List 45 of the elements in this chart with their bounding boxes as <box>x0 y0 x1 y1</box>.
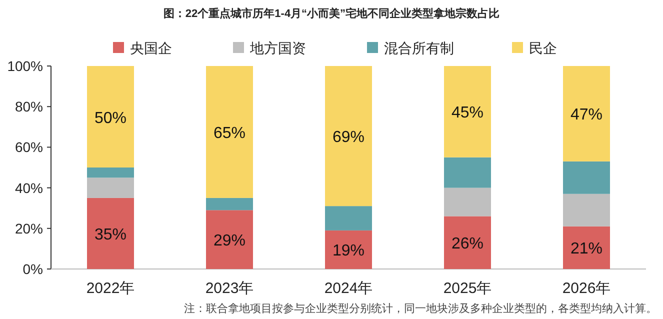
bar <box>206 210 253 269</box>
bar <box>325 66 372 206</box>
y-tick-label: 40% <box>14 180 43 196</box>
bar <box>206 66 253 198</box>
bar <box>87 168 134 178</box>
data-label: 69% <box>332 129 365 146</box>
data-label: 35% <box>94 226 127 244</box>
legend-label: 地方国资 <box>249 40 306 56</box>
x-tick-label: 2023年 <box>205 280 254 297</box>
bar <box>444 66 491 158</box>
bar <box>325 230 372 269</box>
data-label: 50% <box>94 110 127 127</box>
text: 注：联合拿地项目按参与企业类型分别统计，同一地块涉及多种企业类型的，各类型均纳入计算。 <box>184 302 657 315</box>
data-label: 45% <box>451 104 484 122</box>
data-label: 29% <box>213 232 246 250</box>
x-tick-label: 2026年 <box>562 280 611 297</box>
y-tick-label: 20% <box>14 220 43 236</box>
legend-label: 混合所有制 <box>384 40 454 56</box>
bar <box>206 198 253 210</box>
bar <box>563 226 610 269</box>
bar <box>563 66 610 162</box>
bar <box>87 66 134 168</box>
y-tick-label: 80% <box>14 98 43 115</box>
x-tick-label: 2025年 <box>443 280 492 297</box>
data-label: 21% <box>570 240 603 258</box>
y-tick-label: 60% <box>14 139 43 156</box>
bar <box>444 157 491 188</box>
data-label: 47% <box>570 106 603 124</box>
data-label: 65% <box>213 124 246 142</box>
bar <box>325 206 372 230</box>
y-tick-label: 100% <box>7 58 43 74</box>
bar <box>563 194 610 226</box>
bar <box>87 198 134 269</box>
legend-label: 民企 <box>529 40 557 56</box>
chart-title: 图：22个重点城市历年1-4月“小而美”宅地不同企业类型拿地宗数占比 <box>163 7 500 20</box>
bar <box>87 178 134 198</box>
data-label: 19% <box>332 242 365 260</box>
y-tick-label: 0% <box>22 261 43 277</box>
x-tick-label: 2024年 <box>324 280 373 297</box>
bar <box>444 188 491 216</box>
bar <box>563 161 610 194</box>
x-tick-label: 2022年 <box>86 280 135 297</box>
bar <box>444 216 491 269</box>
legend-label: 央国企 <box>130 40 172 56</box>
data-label: 26% <box>451 236 484 253</box>
